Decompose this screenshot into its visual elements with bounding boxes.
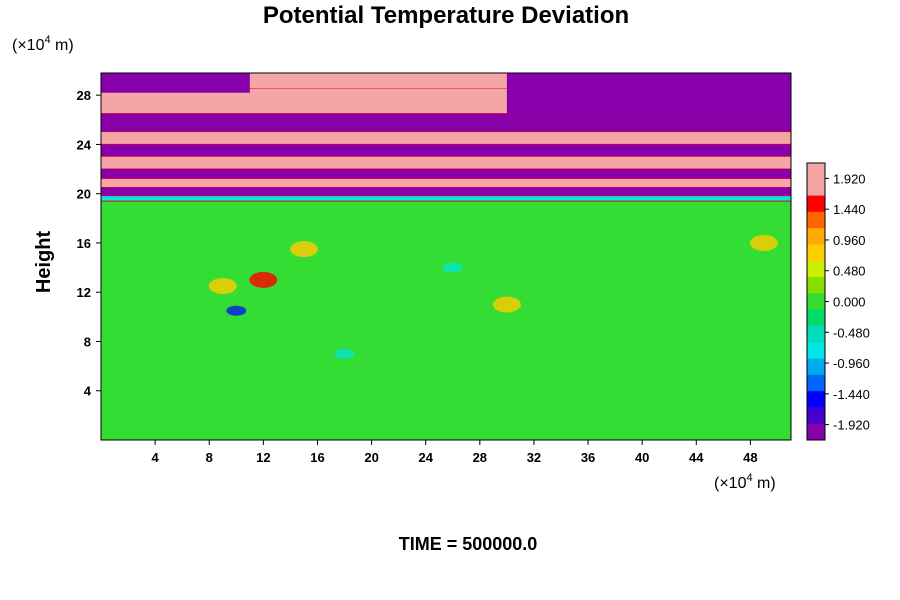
colorbar-swatch <box>807 325 825 343</box>
x-tick-label: 32 <box>527 450 541 465</box>
colorbar-swatch <box>807 179 825 197</box>
y-ticks: 4 8 12 16 20 24 28 <box>77 88 101 399</box>
field-band <box>101 187 791 197</box>
plot-frame <box>100 72 792 441</box>
field-band <box>101 132 791 145</box>
field-blob <box>249 271 278 288</box>
colorbar-tick-label: 0.480 <box>833 264 866 279</box>
field-blob <box>749 234 778 251</box>
colorbar-tick-label: -0.480 <box>833 325 870 340</box>
y-unit-label: (×104 m) <box>12 34 74 54</box>
colorbar-tick-label: -1.920 <box>833 418 870 433</box>
field-blob <box>442 262 463 273</box>
heatmap-field <box>101 73 791 440</box>
y-tick-label: 16 <box>77 236 91 251</box>
colorbar-tick-label: 0.000 <box>833 295 866 310</box>
field-band <box>101 113 791 133</box>
colorbar-swatch <box>807 374 825 392</box>
x-tick-label: 40 <box>635 450 649 465</box>
colorbar-swatch <box>807 293 825 311</box>
colorbar-tick-label: -0.960 <box>833 356 870 371</box>
x-tick-label: 16 <box>310 450 324 465</box>
colorbar-swatch <box>807 211 825 229</box>
colorbar-swatch <box>807 277 825 294</box>
y-tick-label: 24 <box>77 137 92 152</box>
y-tick-label: 12 <box>77 285 91 300</box>
colorbar-swatch <box>807 342 825 360</box>
x-tick-label: 48 <box>743 450 757 465</box>
x-tick-label: 44 <box>689 450 704 465</box>
field-band <box>101 196 791 202</box>
colorbar <box>806 162 826 441</box>
field-blob <box>334 348 355 359</box>
colorbar-swatch <box>807 244 825 262</box>
colorbar-swatch <box>807 309 825 327</box>
colorbar-tick-label: 1.440 <box>833 202 866 217</box>
field-patch <box>506 73 791 114</box>
field-blob <box>289 241 318 258</box>
field-blob <box>226 305 247 316</box>
field-patch <box>101 73 250 93</box>
colorbar-tick-label: 1.920 <box>833 171 866 186</box>
y-tick-label: 8 <box>84 334 91 349</box>
time-annotation: TIME = 500000.0 <box>399 534 538 554</box>
x-tick-label: 4 <box>152 450 160 465</box>
x-tick-label: 12 <box>256 450 270 465</box>
field-blob <box>492 296 521 313</box>
colorbar-ticks: 1.920 1.440 0.960 0.480 0.000 -0.480 -0.960 -1.… <box>825 171 870 433</box>
x-tick-label: 24 <box>418 450 433 465</box>
colorbar-swatch <box>807 391 825 408</box>
x-ticks: 4 8 12 16 20 24 28 32 36 40 44 48 <box>152 440 758 465</box>
x-tick-label: 8 <box>206 450 213 465</box>
x-tick-label: 36 <box>581 450 595 465</box>
field-band <box>101 144 791 157</box>
x-unit-label: (×104 m) <box>714 472 776 492</box>
x-tick-label: 20 <box>364 450 378 465</box>
y-tick-label: 28 <box>77 88 91 103</box>
colorbar-tick-label: 0.960 <box>833 233 866 248</box>
field-band <box>101 178 791 188</box>
y-tick-label: 4 <box>84 384 92 399</box>
colorbar-swatch <box>807 195 825 213</box>
field-blob <box>208 278 237 295</box>
field-band <box>101 169 791 179</box>
colorbar-tick-label: -1.440 <box>833 387 870 402</box>
chart-title: Potential Temperature Deviation <box>263 2 629 29</box>
y-axis-label: Height <box>33 231 55 294</box>
colorbar-swatch <box>807 163 825 180</box>
colorbar-swatch <box>807 407 825 425</box>
colorbar-swatch <box>807 358 825 376</box>
y-tick-label: 20 <box>77 187 91 202</box>
colorbar-swatch <box>807 423 825 441</box>
colorbar-swatch <box>807 260 825 278</box>
field-band <box>101 156 791 170</box>
colorbar-swatch <box>807 228 825 245</box>
x-tick-label: 28 <box>473 450 487 465</box>
